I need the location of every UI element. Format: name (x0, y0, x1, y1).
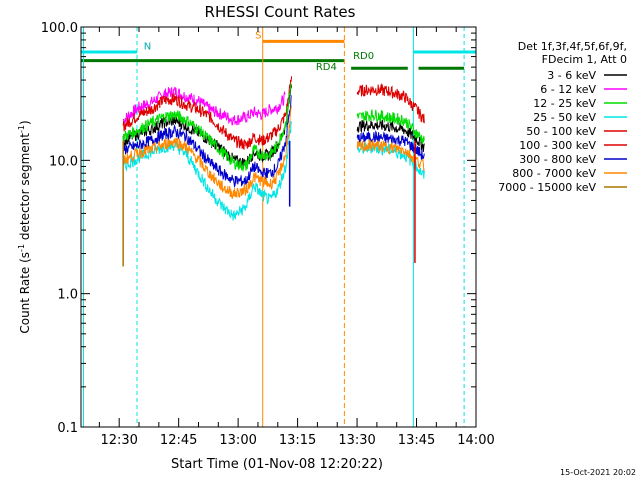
legend-entry-label: 100 - 300 keV (519, 139, 596, 152)
y-tick-label: 0.1 (57, 421, 78, 436)
legend-entry-label: 6 - 12 keV (540, 83, 596, 96)
footer-date: 15-Oct-2021 20:02 (560, 468, 636, 477)
x-tick-label: 13:00 (219, 433, 256, 448)
legend-entry-label: 7000 - 15000 keV (498, 181, 596, 194)
plot-frame (80, 26, 477, 428)
series-line (122, 83, 425, 173)
chart-title: RHESSI Count Rates (205, 3, 356, 21)
legend-entry-label: 3 - 6 keV (547, 69, 596, 82)
y-axis-ticks: 0.1 1.0 10.0 100.0 (41, 21, 476, 436)
y-tick-label: 100.0 (41, 21, 78, 36)
x-tick-label: 14:00 (457, 433, 494, 448)
y-tick-label: 1.0 (57, 288, 78, 303)
x-axis-label: Start Time (01-Nov-08 12:20:22) (171, 457, 383, 472)
x-tick-label: 12:30 (100, 433, 137, 448)
y-axis-label: Count Rate (s-1 detector segment-1) (17, 120, 32, 333)
y-tick-label: 10.0 (49, 154, 78, 169)
x-axis-ticks: 12:30 12:45 13:00 13:15 13:30 13:45 14:00 (98, 27, 495, 448)
legend-header-line-1: Det 1f,3f,4f,5f,6f,9f, (518, 40, 627, 53)
marker-label: RD4 (316, 62, 337, 73)
legend-entry-label: 12 - 25 keV (533, 97, 596, 110)
legend-header-line-2: FDecim 1, Att 0 (542, 53, 627, 66)
legend-entry-label: 50 - 100 keV (526, 125, 596, 138)
legend-entry-label: 25 - 50 keV (533, 111, 596, 124)
marker-label: S (255, 30, 261, 41)
x-tick-label: 12:45 (160, 433, 197, 448)
marker-label: RD0 (353, 51, 374, 62)
attenuator-state-bars (81, 39, 476, 70)
series-line (122, 86, 286, 126)
vertical-markers: N S RD0 RD4 (83, 27, 465, 427)
series-line (122, 94, 425, 188)
legend: Det 1f,3f,4f,5f,6f,9f, FDecim 1, Att 0 3… (498, 40, 627, 194)
series-line (122, 76, 425, 150)
series-line (122, 105, 425, 200)
x-tick-label: 13:30 (338, 433, 375, 448)
legend-entry-label: 300 - 800 keV (519, 153, 596, 166)
x-tick-label: 13:15 (279, 433, 316, 448)
series-lines (122, 76, 425, 267)
marker-label: N (144, 41, 151, 52)
legend-entry-label: 800 - 7000 keV (512, 167, 596, 180)
x-tick-label: 13:45 (398, 433, 435, 448)
